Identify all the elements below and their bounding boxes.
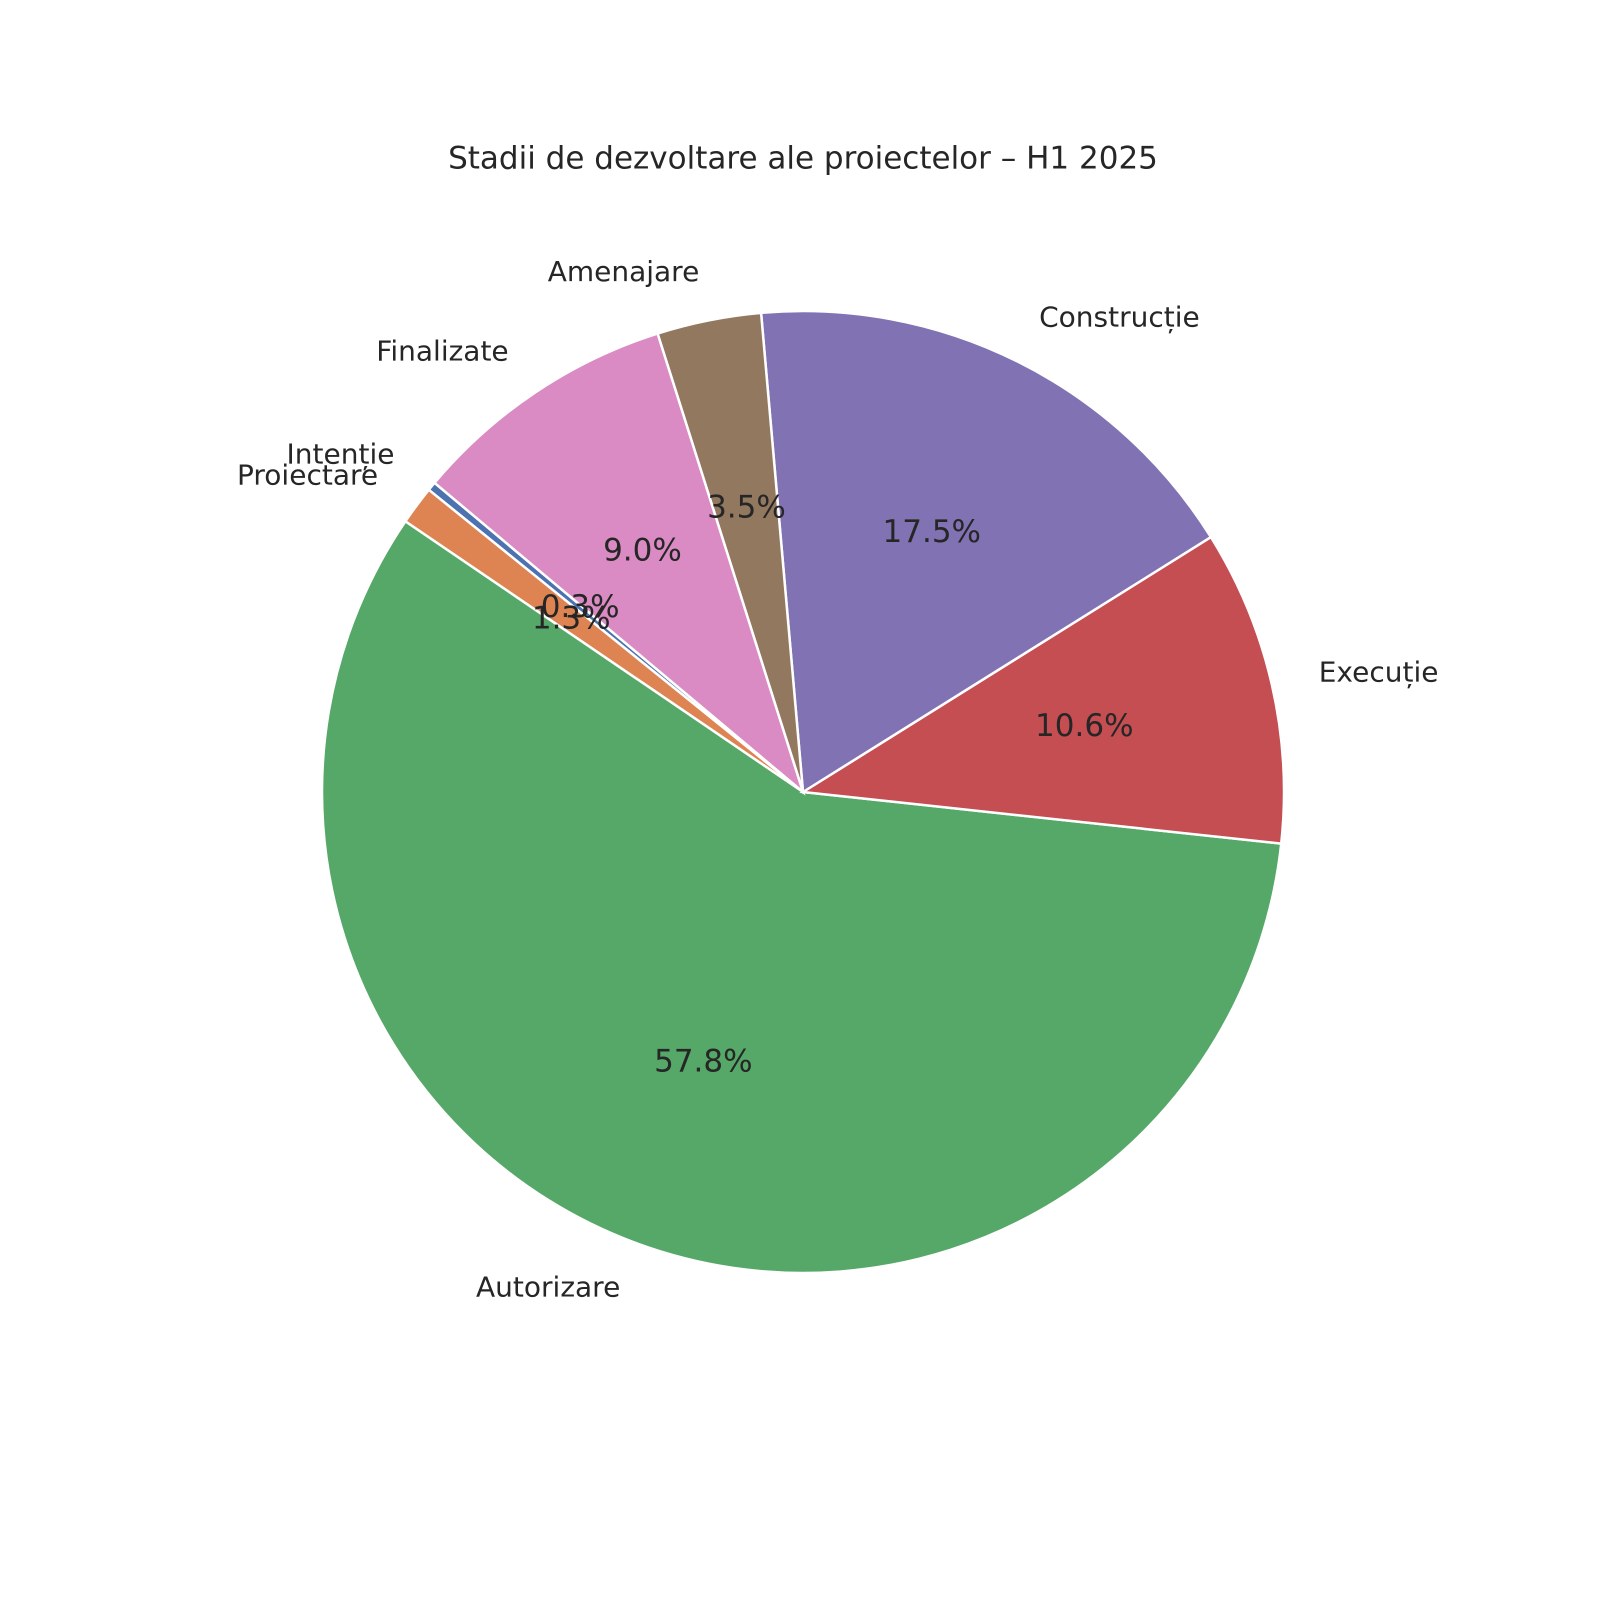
slice-label: Finalizate [376, 334, 508, 367]
value-label: 57.8% [654, 1043, 752, 1079]
slice-label: Execuție [1319, 656, 1439, 689]
slice-label: Proiectare [237, 459, 378, 492]
pie-slice [320, 519, 1283, 1275]
value-label: 3.5% [707, 489, 786, 525]
slice-label: Intenție [287, 438, 395, 471]
pie-slice [432, 331, 806, 796]
value-label: 1.3% [532, 601, 611, 637]
pie-slice [759, 309, 1213, 795]
value-label: 9.0% [603, 533, 682, 569]
value-label: 10.6% [1035, 708, 1133, 744]
slice-label: Autorizare [476, 1271, 620, 1304]
pie-slice [799, 535, 1286, 845]
slice-label: Amenajare [548, 255, 700, 288]
slice-label: Construcție [1039, 300, 1200, 333]
value-label: 17.5% [883, 514, 981, 550]
chart-title: Stadii de dezvoltare ale proiectelor – H… [448, 141, 1158, 177]
value-label: 0.3% [541, 589, 620, 625]
